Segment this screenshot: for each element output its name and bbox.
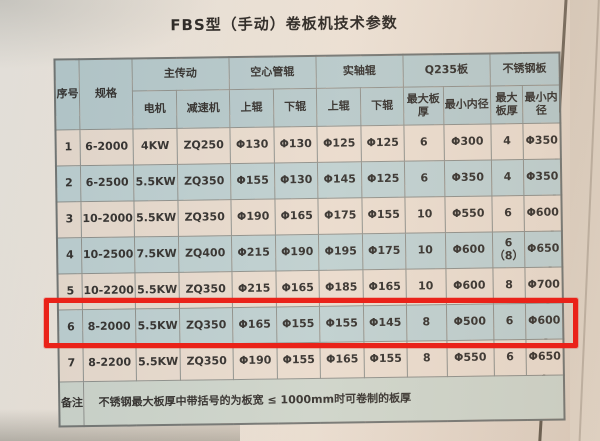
table-cell: 6-2500 <box>80 164 134 202</box>
spec-table-wrapper: 序号 规格 主传动 空心管辊 实轴辊 Q235板 不锈钢板 电机 减速机 上辊 … <box>53 51 566 428</box>
header-lower-solid: 下辊 <box>360 87 404 126</box>
table-cell: 6 <box>491 195 525 232</box>
table-cell: ZQ350 <box>178 199 232 237</box>
table-cell: 6 <box>404 160 445 198</box>
table-cell: 2 <box>55 165 82 203</box>
book-page-edge <box>570 0 600 441</box>
table-cell: 5.5KW <box>133 200 179 237</box>
table-cell: 4 <box>490 123 524 160</box>
header-upper-solid: 上辊 <box>316 87 362 127</box>
table-cell: Φ300 <box>443 123 492 161</box>
table-cell: 10 <box>405 232 446 270</box>
header-group-q235: Q235板 <box>402 53 491 88</box>
header-serial: 序号 <box>54 59 81 131</box>
table-cell: Φ650 <box>524 230 563 268</box>
table-cell: 5.5KW <box>135 344 181 381</box>
table-cell: Φ130 <box>274 126 318 163</box>
table-cell: Φ130 <box>229 126 275 164</box>
table-cell: Φ145 <box>317 161 363 199</box>
header-spec: 规格 <box>79 58 133 130</box>
table-cell: Φ125 <box>361 161 405 198</box>
table-cell: Φ190 <box>232 342 278 380</box>
table-cell: Φ350 <box>522 122 561 160</box>
remarks-label: 备注 <box>58 381 85 427</box>
header-motor: 电机 <box>132 90 178 129</box>
table-cell: Φ600 <box>444 231 493 269</box>
table-cell: Φ125 <box>361 125 405 162</box>
table-cell: 3 <box>56 201 82 239</box>
table-cell: Φ550 <box>444 195 493 233</box>
header-group-hollow-roller: 空心管辊 <box>228 55 317 90</box>
table-cell: ZQ400 <box>178 235 232 273</box>
header-group-stainless: 不锈钢板 <box>489 52 560 86</box>
table-cell: 4 <box>491 159 525 196</box>
table-cell: 6 <box>403 124 444 162</box>
table-cell: Φ155 <box>230 162 276 200</box>
table-cell: Φ600 <box>524 194 562 232</box>
header-q235-min-diameter: 最小内径 <box>442 85 491 125</box>
table-cell: ZQ250 <box>177 127 231 165</box>
highlight-box-row-6 <box>44 298 578 348</box>
table-cell: ZQ350 <box>177 163 231 201</box>
table-cell: Φ175 <box>317 197 363 235</box>
table-cell: Φ195 <box>318 233 364 271</box>
remarks-text: 不锈钢最大板厚中带括号的为板宽 ≤ 1000mm时可卷制的板厚 <box>83 374 565 426</box>
table-cell: 6-2000 <box>80 128 134 166</box>
header-group-solid-roller: 实轴辊 <box>315 54 404 89</box>
table-cell: 4KW <box>132 128 178 165</box>
table-cell: 5.5KW <box>133 164 179 201</box>
table-cell: Φ190 <box>230 198 276 236</box>
table-cell: 8-2200 <box>83 344 137 382</box>
table-cell: Φ190 <box>275 234 319 271</box>
remarks-row: 备注 不锈钢最大板厚中带括号的为板宽 ≤ 1000mm时可卷制的板厚 <box>58 374 565 427</box>
table-cell: Φ125 <box>316 125 362 163</box>
table-cell: Φ350 <box>443 159 492 197</box>
header-ss-min-diameter: 最小内径 <box>522 84 561 124</box>
table-cell: Φ165 <box>275 198 319 235</box>
table-cell: Φ155 <box>362 197 406 234</box>
table-cell: 10 <box>404 196 445 234</box>
header-lower-hollow: 下辊 <box>273 88 317 127</box>
header-reducer: 减速机 <box>176 89 230 129</box>
header-q235-max-thickness: 最大板厚 <box>403 86 444 126</box>
table-cell: 1 <box>55 129 81 167</box>
header-upper-hollow: 上辊 <box>229 88 275 128</box>
table-cell: 6（8） <box>492 231 526 268</box>
spec-table: 序号 规格 主传动 空心管辊 实轴辊 Q235板 不锈钢板 电机 减速机 上辊 … <box>53 51 566 428</box>
table-cell: Φ175 <box>362 233 406 270</box>
table-cell: Φ215 <box>231 234 277 272</box>
table-cell: 7 <box>58 345 84 383</box>
table-cell: Φ130 <box>274 162 318 199</box>
header-group-main-drive: 主传动 <box>131 57 230 91</box>
table-cell: 10-2500 <box>81 236 135 274</box>
table-cell: Φ350 <box>523 158 562 196</box>
table-cell: 4 <box>56 237 83 275</box>
table-cell: 7.5KW <box>134 236 180 273</box>
table-cell: ZQ350 <box>180 343 234 381</box>
header-ss-max-thickness: 最大板厚 <box>490 85 523 124</box>
table-cell: 10-2000 <box>81 200 135 238</box>
